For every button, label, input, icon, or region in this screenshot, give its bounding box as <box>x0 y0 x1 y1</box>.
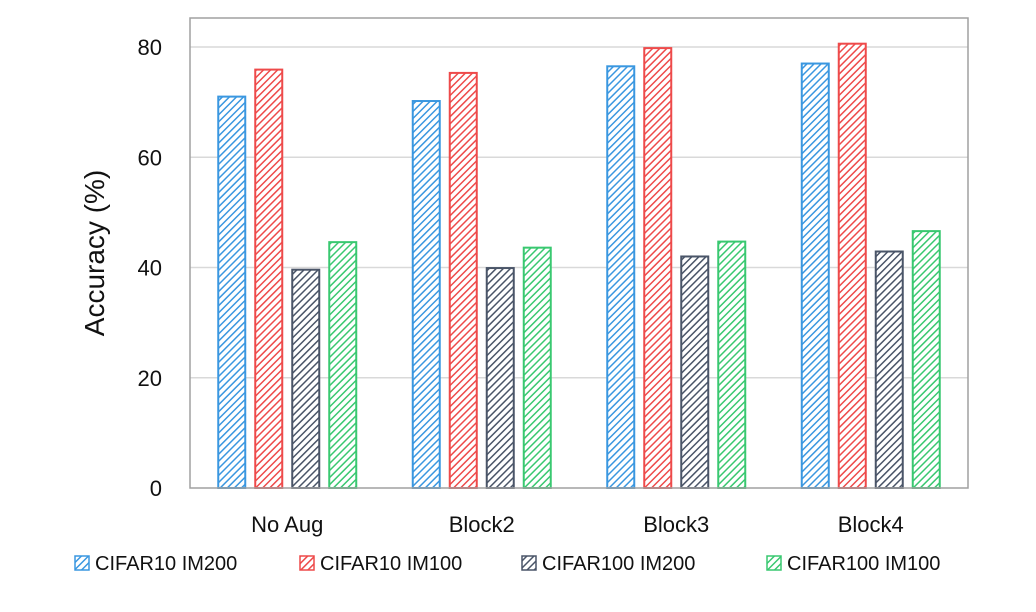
bar-cifar100-im200-block2 <box>485 267 515 489</box>
bar-cifar10-im200-block2 <box>411 100 441 490</box>
y-tick-label: 60 <box>138 145 162 170</box>
y-tick-labels: 0 20 40 60 80 <box>138 35 162 501</box>
bar-cifar10-im200-block3 <box>606 65 636 489</box>
bar-cifar10-im100-no-aug <box>254 68 284 489</box>
legend-swatch <box>299 555 315 571</box>
bar-cifar100-im100-block4 <box>911 230 941 489</box>
plot-frame <box>189 17 969 489</box>
legend-label: CIFAR10 IM200 <box>95 553 237 575</box>
legend-swatch <box>74 555 90 571</box>
legend-item-cifar10-im100: CIFAR10 IM100 <box>299 553 462 575</box>
bar-cifar100-im200-no-aug <box>291 268 321 489</box>
y-tick-label: 0 <box>150 476 162 501</box>
bar-cifar10-im200-no-aug <box>217 95 247 490</box>
y-axis-title: Accuracy (%) <box>79 170 110 336</box>
bar-cifar10-im100-block4 <box>837 42 867 489</box>
bar-cifar10-im100-block3 <box>643 47 673 489</box>
legend: CIFAR10 IM200 CIFAR10 IM100 CIFAR100 IM200… <box>74 553 940 575</box>
x-tick-label: Block4 <box>838 512 904 537</box>
legend-label: CIFAR100 IM100 <box>787 553 940 575</box>
y-tick-label: 80 <box>138 35 162 60</box>
bar-cifar100-im200-block4 <box>874 250 904 489</box>
bar-cifar100-im100-no-aug <box>328 241 358 489</box>
legend-item-cifar10-im200: CIFAR10 IM200 <box>74 553 237 575</box>
x-tick-label: No Aug <box>251 512 323 537</box>
x-tick-labels: No Aug Block2 Block3 Block4 <box>251 512 904 537</box>
bar-cifar100-im100-block2 <box>522 246 552 489</box>
x-tick-label: Block3 <box>643 512 709 537</box>
legend-label: CIFAR10 IM100 <box>320 553 462 575</box>
legend-item-cifar100-im200: CIFAR100 IM200 <box>521 553 695 575</box>
y-tick-label: 40 <box>138 256 162 281</box>
legend-label: CIFAR100 IM200 <box>542 553 695 575</box>
bar-cifar10-im200-block4 <box>800 62 830 489</box>
bar-cifar10-im100-block2 <box>448 71 478 489</box>
y-tick-label: 20 <box>138 366 162 391</box>
legend-item-cifar100-im100: CIFAR100 IM100 <box>766 553 940 575</box>
bars <box>217 42 941 490</box>
x-tick-label: Block2 <box>449 512 515 537</box>
legend-swatch <box>766 555 782 571</box>
bar-cifar100-im100-block3 <box>717 240 747 489</box>
bar-cifar100-im200-block3 <box>680 255 710 489</box>
legend-swatch <box>521 555 537 571</box>
